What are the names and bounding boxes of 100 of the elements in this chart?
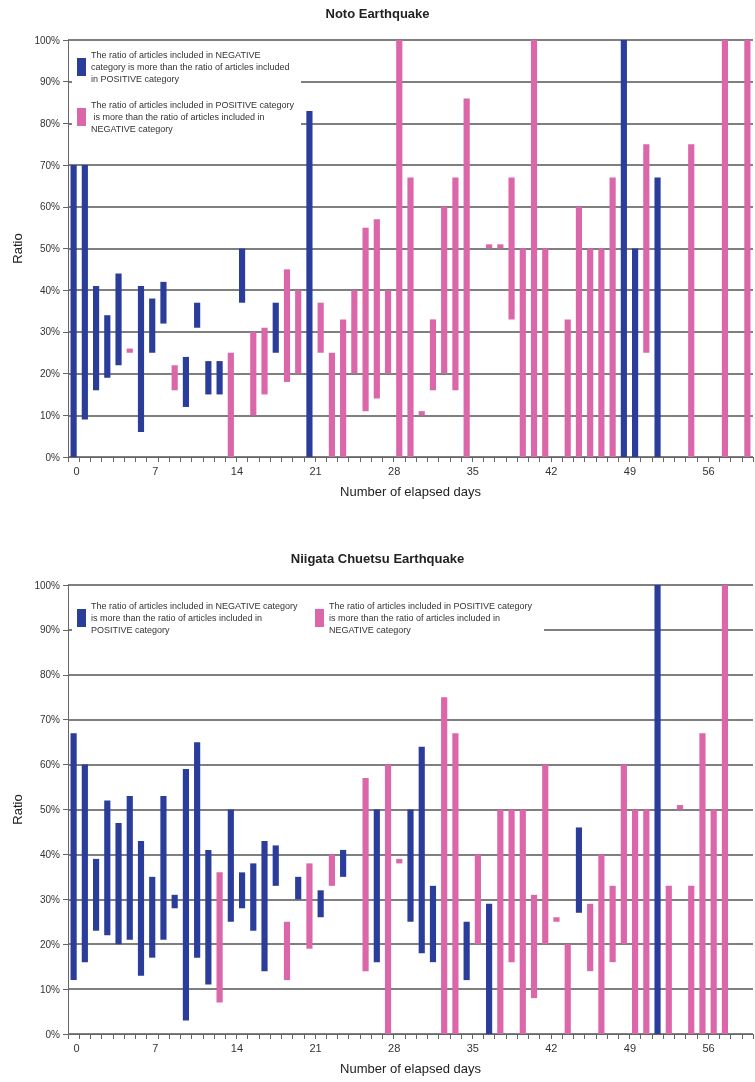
x-tick-label: 56 bbox=[702, 1041, 715, 1054]
bar bbox=[530, 894, 538, 999]
bar bbox=[699, 733, 706, 1034]
x-tick-label: 0 bbox=[73, 1041, 80, 1054]
legend-label: The ratio of articles included in POSITIVE category is more than the ratio of articles included in NEGATIVE category bbox=[329, 601, 535, 635]
y-tick-label: 20% bbox=[39, 938, 61, 950]
bar bbox=[721, 585, 729, 1034]
legend-label: The ratio of articles included in POSITIVE category is more than the ratio of articles included in NEGATIVE category bbox=[91, 100, 295, 134]
bar bbox=[441, 697, 448, 1034]
bar bbox=[137, 286, 145, 432]
y-tick-label: 30% bbox=[39, 326, 61, 338]
bar bbox=[463, 98, 470, 457]
bar bbox=[407, 809, 414, 922]
x-tick-label: 0 bbox=[73, 464, 80, 477]
bar bbox=[632, 809, 639, 1034]
bar bbox=[272, 845, 279, 886]
bar bbox=[160, 281, 167, 324]
y-tick-label: 90% bbox=[39, 76, 61, 88]
bar bbox=[351, 290, 358, 374]
bar bbox=[238, 872, 246, 909]
bar bbox=[261, 840, 268, 972]
y-tick-label: 40% bbox=[39, 284, 61, 296]
x-tick-label: 14 bbox=[230, 464, 244, 477]
x-tick-label: 7 bbox=[152, 464, 159, 477]
bar bbox=[441, 206, 448, 374]
y-tick-label: 100% bbox=[34, 34, 61, 46]
bar bbox=[182, 356, 189, 407]
bar bbox=[227, 809, 234, 922]
bar bbox=[70, 733, 77, 981]
bar bbox=[126, 348, 133, 353]
bar bbox=[654, 585, 661, 1034]
bar bbox=[452, 177, 459, 391]
y-tick-label: 100% bbox=[34, 579, 61, 591]
bar bbox=[519, 248, 526, 457]
bar bbox=[688, 144, 695, 457]
legend-label: The ratio of articles included in NEGATIVE category is more than the ratio of articles included in POSITIVE category bbox=[91, 601, 300, 635]
x-tick-label: 28 bbox=[388, 464, 401, 477]
bar bbox=[137, 840, 145, 976]
bar bbox=[632, 248, 639, 457]
bar bbox=[553, 917, 560, 922]
bar bbox=[530, 40, 538, 457]
bar bbox=[575, 827, 583, 913]
bar bbox=[744, 40, 751, 457]
y-tick-label: 50% bbox=[39, 243, 61, 254]
chart-title: Niigata Chuetsu Earthquake bbox=[290, 551, 465, 566]
bar bbox=[575, 206, 583, 457]
bar bbox=[384, 290, 392, 374]
y-tick-label: 50% bbox=[39, 804, 61, 815]
bar bbox=[340, 319, 347, 457]
bar bbox=[384, 764, 392, 1034]
y-tick-label: 10% bbox=[39, 983, 61, 995]
bar bbox=[216, 872, 223, 1003]
bar bbox=[508, 809, 515, 963]
bar bbox=[250, 331, 257, 416]
bar bbox=[171, 894, 178, 909]
y-tick-label: 20% bbox=[39, 368, 61, 380]
bar bbox=[92, 858, 100, 931]
y-axis-title: Ratio bbox=[9, 233, 25, 264]
bar bbox=[373, 219, 380, 399]
bar bbox=[373, 809, 380, 963]
y-tick-label: 30% bbox=[39, 893, 61, 905]
chart-title: Noto Earthquake bbox=[325, 6, 430, 21]
bar bbox=[474, 854, 481, 945]
y-tick-label: 80% bbox=[39, 669, 61, 681]
x-tick-label: 42 bbox=[545, 1041, 558, 1054]
bar bbox=[643, 144, 650, 353]
bar bbox=[70, 165, 77, 457]
bar bbox=[497, 809, 504, 1034]
bar bbox=[149, 876, 156, 958]
bar bbox=[160, 796, 167, 940]
bar bbox=[115, 273, 122, 366]
bar bbox=[418, 746, 425, 954]
bar bbox=[508, 177, 515, 320]
bar bbox=[665, 885, 672, 1034]
bar bbox=[261, 327, 268, 395]
bar bbox=[115, 822, 122, 945]
y-tick-label: 60% bbox=[39, 759, 61, 771]
bar bbox=[81, 764, 88, 963]
bar bbox=[620, 764, 627, 945]
x-tick-label: 7 bbox=[152, 1041, 159, 1054]
x-axis-title: Number of elapsed days bbox=[340, 484, 482, 499]
bar bbox=[643, 809, 650, 1034]
bar bbox=[92, 286, 100, 391]
bar bbox=[317, 302, 324, 353]
bar bbox=[306, 110, 313, 457]
bar bbox=[486, 244, 493, 249]
bar bbox=[620, 40, 627, 457]
y-axis-title: Ratio bbox=[9, 794, 25, 825]
bar bbox=[283, 269, 291, 382]
bar bbox=[463, 921, 470, 981]
x-tick-label: 35 bbox=[466, 1041, 479, 1054]
bar bbox=[227, 352, 234, 457]
bar bbox=[306, 863, 313, 949]
legend-label: The ratio of articles included in NEGATIVE category is more than the ratio of articles included in POSITIVE category bbox=[91, 50, 293, 84]
bar bbox=[194, 742, 201, 958]
bar bbox=[104, 800, 111, 936]
y-tick-label: 40% bbox=[39, 848, 61, 860]
bar bbox=[429, 319, 437, 391]
bar bbox=[205, 361, 212, 395]
x-tick-label: 14 bbox=[230, 1041, 244, 1054]
